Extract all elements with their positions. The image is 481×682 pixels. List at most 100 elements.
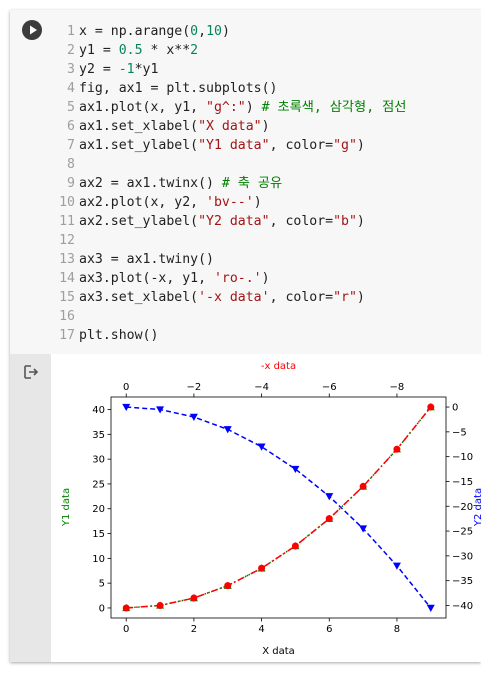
line-number: 7	[67, 138, 75, 153]
code-token: ax3 = ax1.twiny()	[79, 252, 214, 267]
code-token: )	[245, 100, 262, 115]
y1-tick-label: 40	[92, 405, 105, 416]
code-token: )	[221, 24, 230, 39]
code-token: "X data"	[198, 119, 262, 134]
line-number: 14	[59, 271, 75, 286]
data-point	[426, 604, 435, 612]
code-token: *y1	[134, 62, 159, 77]
code-line[interactable]: 7 ax1.set_ylabel("Y1 data", color="g")	[50, 136, 470, 155]
code-token: '-x data'	[198, 290, 270, 305]
x2-axis-label: -x data	[261, 361, 296, 372]
code-token: ,	[198, 24, 207, 39]
data-point	[190, 594, 198, 602]
data-point	[392, 562, 401, 570]
code-token: y2 =	[79, 62, 119, 77]
y1-tick-label: 5	[99, 579, 105, 590]
data-point	[156, 406, 165, 414]
code-line[interactable]: 17 plt.show()	[50, 326, 470, 345]
code-line[interactable]: 16	[50, 307, 470, 326]
data-point	[427, 403, 435, 411]
line-number: 15	[59, 290, 75, 305]
x2-tick-label: −8	[390, 382, 405, 393]
code-line[interactable]: 2 y1 = 0.5 * x**2	[50, 41, 470, 60]
y2-tick-label: −30	[452, 551, 473, 562]
code-token: 0.5	[118, 43, 143, 58]
line-number: 2	[67, 43, 75, 58]
line-number: 1	[67, 24, 75, 39]
code-token: )	[356, 214, 365, 229]
code-line[interactable]: 5 ax1.plot(x, y1, "g^:") # 초록색, 삼각형, 점선	[50, 98, 470, 117]
plot-area	[111, 397, 446, 618]
y1-tick-label: 30	[92, 455, 105, 466]
data-point	[189, 413, 198, 421]
code-line[interactable]: 13 ax3 = ax1.twiny()	[50, 250, 470, 269]
y1-tick-label: 25	[92, 479, 105, 490]
code-line[interactable]: 10 ax2.plot(x, y2, 'bv--')	[50, 193, 470, 212]
code-token: ax3.set_xlabel(	[79, 290, 199, 305]
code-token: 0	[190, 24, 199, 39]
code-line[interactable]: 1 x = np.arange(0,10)	[50, 22, 470, 41]
x2-tick-label: −6	[322, 382, 337, 393]
line-number: 9	[67, 176, 75, 191]
code-line[interactable]: 4 fig, ax1 = plt.subplots()	[50, 79, 470, 98]
x-tick-label: 2	[191, 624, 197, 635]
data-point	[223, 426, 232, 434]
code-token: "g"	[333, 138, 357, 153]
code-line[interactable]: 11 ax2.set_ylabel("Y2 data", color="b")	[50, 212, 470, 231]
line-number: 17	[59, 328, 75, 343]
data-point	[359, 482, 367, 490]
y2-axis-label: Y2 data	[473, 488, 481, 527]
y2-tick-label: −5	[452, 427, 467, 438]
data-point	[156, 601, 164, 609]
series-line	[126, 406, 432, 609]
x-tick-label: 0	[123, 624, 129, 635]
y2-tick-label: −25	[452, 527, 473, 538]
data-point	[359, 525, 368, 533]
output-area: 0 2 4 6 8 −8 −6 −4 −2 0 0 5 10 15 20 25 30 35 40 0 −5 −10 −15−…	[10, 354, 481, 662]
code-token: )	[253, 195, 262, 210]
code-line[interactable]: 8	[50, 155, 470, 174]
y2-tick-label: −10	[452, 452, 473, 463]
series-ax2	[122, 403, 435, 612]
code-token: ax2.plot(x, y2,	[79, 195, 207, 210]
run-cell-button[interactable]	[22, 20, 42, 40]
code-token: * x**	[142, 43, 191, 58]
code-line[interactable]: 3 y2 = -1*y1	[50, 60, 470, 79]
x-tick-label: 4	[258, 624, 264, 635]
line-number: 3	[67, 62, 75, 77]
code-token: ax3.plot(-x, y1,	[79, 271, 214, 286]
x-axis-label: X data	[262, 646, 295, 657]
code-line[interactable]: 9 ax2 = ax1.twinx() # 축 공유	[50, 174, 470, 193]
line-number: 12	[59, 233, 75, 248]
code-line[interactable]: 12	[50, 231, 470, 250]
data-point	[325, 493, 334, 501]
play-icon	[30, 25, 37, 35]
code-token: -1	[118, 62, 135, 77]
line-number: 8	[67, 157, 75, 172]
code-token: )	[261, 271, 270, 286]
output-redirect-icon[interactable]	[23, 364, 39, 380]
code-token: , color=	[269, 214, 334, 229]
code-line[interactable]: 14 ax3.plot(-x, y1, 'ro-.')	[50, 269, 470, 288]
x-tick-label: 8	[394, 624, 400, 635]
y2-tick-label: 0	[452, 403, 458, 414]
line-number: 10	[59, 195, 75, 210]
code-line[interactable]: 15 ax3.set_xlabel('-x data', color="r")	[50, 288, 470, 307]
code-token: y1 =	[79, 43, 119, 58]
line-number: 5	[67, 100, 75, 115]
y1-axis-label: Y1 data	[61, 488, 72, 527]
x2-tick-label: 0	[123, 382, 129, 393]
x2-tick-label: −2	[187, 382, 202, 393]
line-number: 6	[67, 119, 75, 134]
code-token: "Y2 data"	[198, 214, 270, 229]
code-line[interactable]: 6 ax1.set_xlabel("X data")	[50, 117, 470, 136]
y1-tick-label: 20	[92, 504, 105, 515]
code-token: "r"	[333, 290, 357, 305]
y2-tick-label: −20	[452, 502, 473, 513]
data-point	[258, 564, 266, 572]
x2-tick-label: −4	[254, 382, 269, 393]
